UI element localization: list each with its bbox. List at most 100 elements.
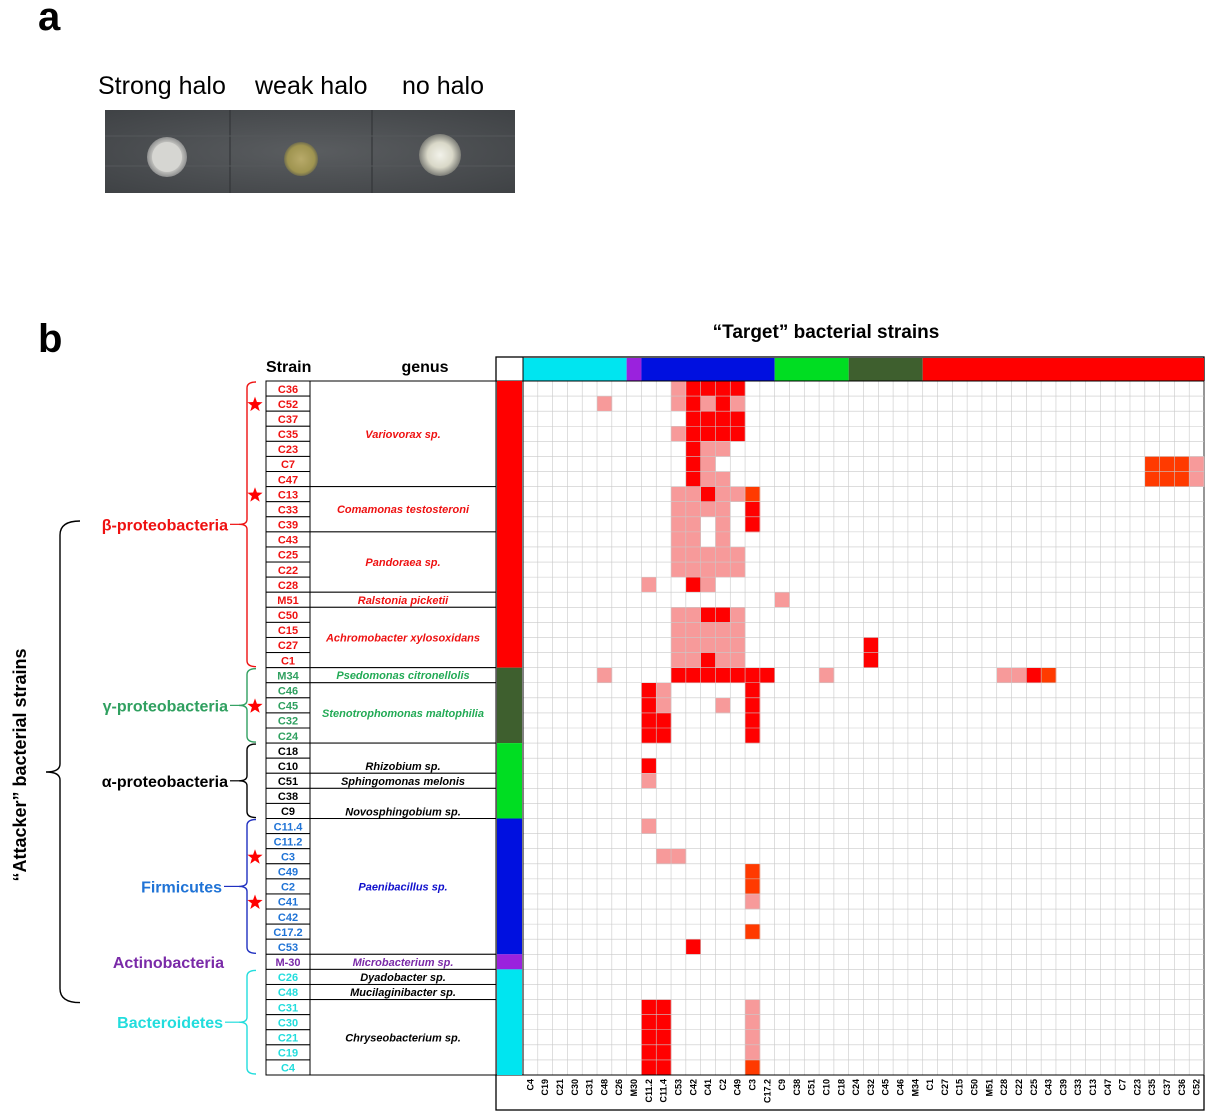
group-label-firmicutes: Firmicutes xyxy=(141,879,222,896)
heatmap-cell xyxy=(641,773,657,789)
strain-label: C47 xyxy=(278,474,298,486)
phylum-brackets: β-proteobacteria γ-proteobacteria α-proteo… xyxy=(45,381,257,1075)
heatmap-cell xyxy=(745,712,761,729)
strain-label: M34 xyxy=(277,670,299,682)
group-label-actino: Actinobacteria xyxy=(113,955,224,972)
strain-label: C19 xyxy=(278,1048,298,1060)
target-label: C22 xyxy=(1014,1079,1024,1096)
target-label: C43 xyxy=(1044,1079,1054,1096)
strain-label: C11.2 xyxy=(274,836,303,848)
target-label: C31 xyxy=(585,1079,595,1096)
group-label-alpha: α-proteobacteria xyxy=(102,774,228,791)
bracket-attackers xyxy=(45,520,81,1004)
target-label: C48 xyxy=(599,1079,609,1096)
heatmap-cell xyxy=(685,441,701,457)
attacker-strains-label: “Attacker” bacterial strains xyxy=(10,648,30,881)
strain-label: C39 xyxy=(278,520,298,532)
heatmap-cell xyxy=(730,652,746,668)
star-icon xyxy=(247,396,263,412)
heatmap-cell xyxy=(671,381,687,397)
target-group-bar-firmicutes xyxy=(641,358,775,381)
heatmap-cell xyxy=(656,697,672,714)
strain-label: C50 xyxy=(278,610,298,622)
header-genus: genus xyxy=(401,359,448,376)
strain-label: C46 xyxy=(278,686,298,698)
heatmap-cell xyxy=(715,637,731,653)
genus-cell xyxy=(309,486,497,533)
target-label: C25 xyxy=(1029,1079,1039,1096)
heatmap-cell xyxy=(730,607,746,623)
heatmap-cell xyxy=(700,577,716,593)
strain-label: C38 xyxy=(278,791,298,803)
heatmap-cell xyxy=(715,411,731,427)
strain-label: C27 xyxy=(278,640,298,652)
heatmap-cell xyxy=(700,456,716,472)
heatmap-cell xyxy=(715,652,731,668)
genus-label: Sphingomonas melonis xyxy=(341,776,465,788)
heatmap-cell xyxy=(685,531,701,548)
heatmap-cell xyxy=(685,622,701,638)
heatmap-cell xyxy=(745,1014,761,1031)
target-label: C41 xyxy=(703,1079,713,1096)
star-icon xyxy=(247,698,263,713)
heatmap-cell xyxy=(656,848,672,865)
strain-label: C21 xyxy=(278,1033,298,1045)
heatmap-cell xyxy=(715,426,731,442)
strain-label: C15 xyxy=(278,625,298,637)
heatmap-cell xyxy=(685,411,701,427)
heatmap-cell xyxy=(730,381,746,397)
genus-label: Variovorax sp. xyxy=(365,429,440,441)
heatmap-cell xyxy=(1174,456,1190,472)
heatmap-cell xyxy=(641,682,657,699)
heatmap-cell xyxy=(1144,456,1160,472)
heatmap-cell xyxy=(685,939,701,955)
heatmap-cell xyxy=(745,1029,761,1046)
strain-label: C13 xyxy=(278,489,298,501)
strain-label: C22 xyxy=(278,565,298,577)
target-label: C11.4 xyxy=(659,1079,669,1103)
label-weak-halo: weak halo xyxy=(254,72,368,100)
target-label: C52 xyxy=(1192,1079,1202,1096)
target-label: C21 xyxy=(555,1079,565,1096)
heatmap-cell xyxy=(656,1014,672,1031)
heatmap-cell xyxy=(641,758,657,774)
heatmap-cell xyxy=(1174,471,1190,487)
genus-label: Rhizobium sp. xyxy=(365,761,440,773)
target-label: M30 xyxy=(629,1079,639,1097)
star-icon xyxy=(247,894,263,909)
heatmap-cell xyxy=(1026,667,1042,684)
strain-label: C53 xyxy=(278,942,298,954)
heatmap-cell xyxy=(730,562,746,578)
attacker-group-bar-alpha xyxy=(497,743,522,819)
target-label: C10 xyxy=(821,1079,831,1096)
heatmap-cell xyxy=(656,999,672,1015)
heatmap-cell xyxy=(685,607,701,623)
genus-label: Stenotrophomonas maltophilia xyxy=(322,708,484,720)
strain-label: C30 xyxy=(278,1017,298,1029)
heatmap-cell xyxy=(745,1044,761,1061)
heatmap-cell xyxy=(774,592,790,608)
heatmap-cell xyxy=(715,697,731,714)
strain-label: C31 xyxy=(278,1002,298,1014)
target-label: C49 xyxy=(733,1079,743,1096)
heatmap-cell xyxy=(671,396,687,412)
heatmap-cell xyxy=(1144,471,1160,487)
target-label: C26 xyxy=(614,1079,624,1096)
genus-label: Ralstonia picketii xyxy=(358,595,449,607)
plate-photo xyxy=(105,110,515,193)
strain-label: C52 xyxy=(278,399,298,411)
colony-no-halo xyxy=(419,134,461,176)
heatmap-cell xyxy=(1011,667,1027,684)
label-no-halo: no halo xyxy=(402,72,484,100)
heatmap-cell xyxy=(671,667,687,684)
target-label: C47 xyxy=(1103,1079,1113,1096)
target-label: C51 xyxy=(807,1079,817,1096)
heatmap-cell xyxy=(671,607,687,623)
strain-label: C45 xyxy=(278,701,298,713)
target-label: C24 xyxy=(851,1079,861,1096)
heatmap-cell xyxy=(685,562,701,578)
heatmap-cell xyxy=(641,697,657,714)
strain-label: C17.2 xyxy=(273,927,302,939)
heatmap-cell xyxy=(730,486,746,502)
